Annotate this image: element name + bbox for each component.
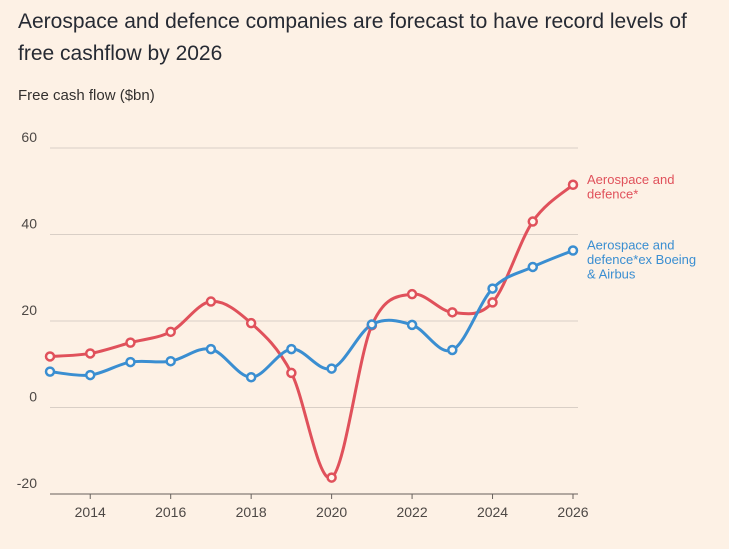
data-point [245,317,257,329]
y-axis-label: Free cash flow ($bn) [18,87,155,104]
y-tick-label: 60 [21,129,37,145]
series-label-line: Aerospace and [587,172,674,187]
data-point [125,356,136,368]
data-point [527,216,539,227]
y-tick-label: 40 [21,216,37,232]
gridlines [50,147,578,408]
series-lines [48,183,575,480]
data-point [326,363,337,374]
series-points [44,179,579,483]
x-tick-label: 2020 [316,504,347,520]
data-point [44,366,56,377]
data-point [286,367,297,379]
data-point [84,369,96,381]
data-point [205,343,217,355]
x-tick-label: 2018 [236,504,267,520]
x-tick-label: 2016 [155,504,186,520]
data-point [487,297,498,308]
series-line-0 [48,183,575,480]
x-tick-label: 2014 [75,504,106,520]
series-label-line: defence*ex Boeing [587,252,696,267]
data-point [406,319,418,331]
data-point [447,307,458,318]
y-tick-label: -20 [17,475,37,491]
data-point [326,472,337,483]
series-label-line: defence* [587,186,638,201]
data-point [165,355,176,367]
data-point [286,343,297,355]
y-tick-label: 20 [21,302,37,318]
data-point [406,288,418,300]
series-label-line: Aerospace and [587,238,674,253]
x-axis: 2014 2016 2018 2020 2022 2024 2026 [50,493,589,520]
data-point [125,337,136,348]
data-point [447,344,458,356]
data-point [165,326,176,338]
data-point [527,261,539,273]
x-tick-label: 2024 [477,504,508,520]
data-point [567,245,579,256]
data-point [84,348,96,359]
data-point [487,283,498,294]
y-axis-ticks: -20 0 20 40 60 [17,129,37,491]
data-point [567,179,579,191]
data-point [366,319,378,330]
y-tick-label: 0 [29,389,37,405]
data-point [205,296,217,307]
chart-title: Aerospace and defence companies are fore… [18,10,687,65]
data-point [44,351,56,362]
data-point [245,371,257,383]
x-tick-label: 2026 [557,504,588,520]
series-label-line: & Airbus [587,267,636,282]
x-tick-label: 2022 [396,504,427,520]
